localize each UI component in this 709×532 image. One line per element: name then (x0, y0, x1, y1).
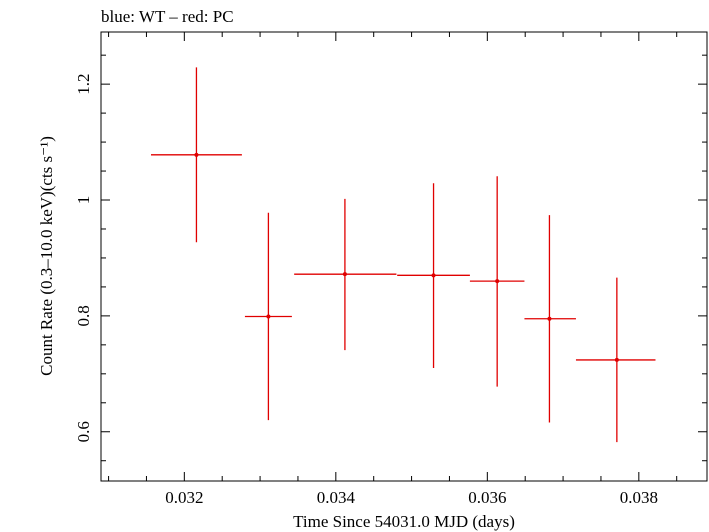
data-points (150, 67, 656, 443)
data-point (524, 215, 576, 423)
x-tick-label: 0.036 (468, 488, 506, 507)
point-marker (547, 316, 552, 321)
data-point (397, 183, 470, 369)
data-point (469, 176, 525, 387)
axis-ticks (101, 32, 707, 481)
data-point (244, 212, 292, 421)
y-tick-label: 0.8 (74, 305, 93, 326)
point-marker (614, 357, 619, 362)
point-marker (495, 279, 500, 284)
point-marker (266, 314, 271, 319)
x-axis-label: Time Since 54031.0 MJD (days) (293, 512, 515, 531)
point-marker (194, 152, 199, 157)
point-marker (431, 273, 436, 278)
chart-title: blue: WT – red: PC (101, 7, 234, 26)
point-marker (342, 272, 347, 277)
y-tick-label: 1 (74, 196, 93, 205)
data-point (150, 67, 242, 243)
y-tick-label: 0.6 (74, 421, 93, 442)
data-point (294, 198, 397, 351)
x-tick-label: 0.032 (165, 488, 203, 507)
plot-frame (100, 31, 708, 482)
y-axis-label: Count Rate (0.3–10.0 keV)(cts s⁻¹) (37, 136, 56, 376)
x-tick-label: 0.034 (317, 488, 356, 507)
y-tick-label: 1.2 (74, 74, 93, 95)
x-tick-label: 0.038 (620, 488, 658, 507)
data-point (575, 277, 656, 443)
axis-tick-labels: 0.032 0.034 0.036 0.038 0.6 0.8 1 1.2 (74, 74, 658, 507)
